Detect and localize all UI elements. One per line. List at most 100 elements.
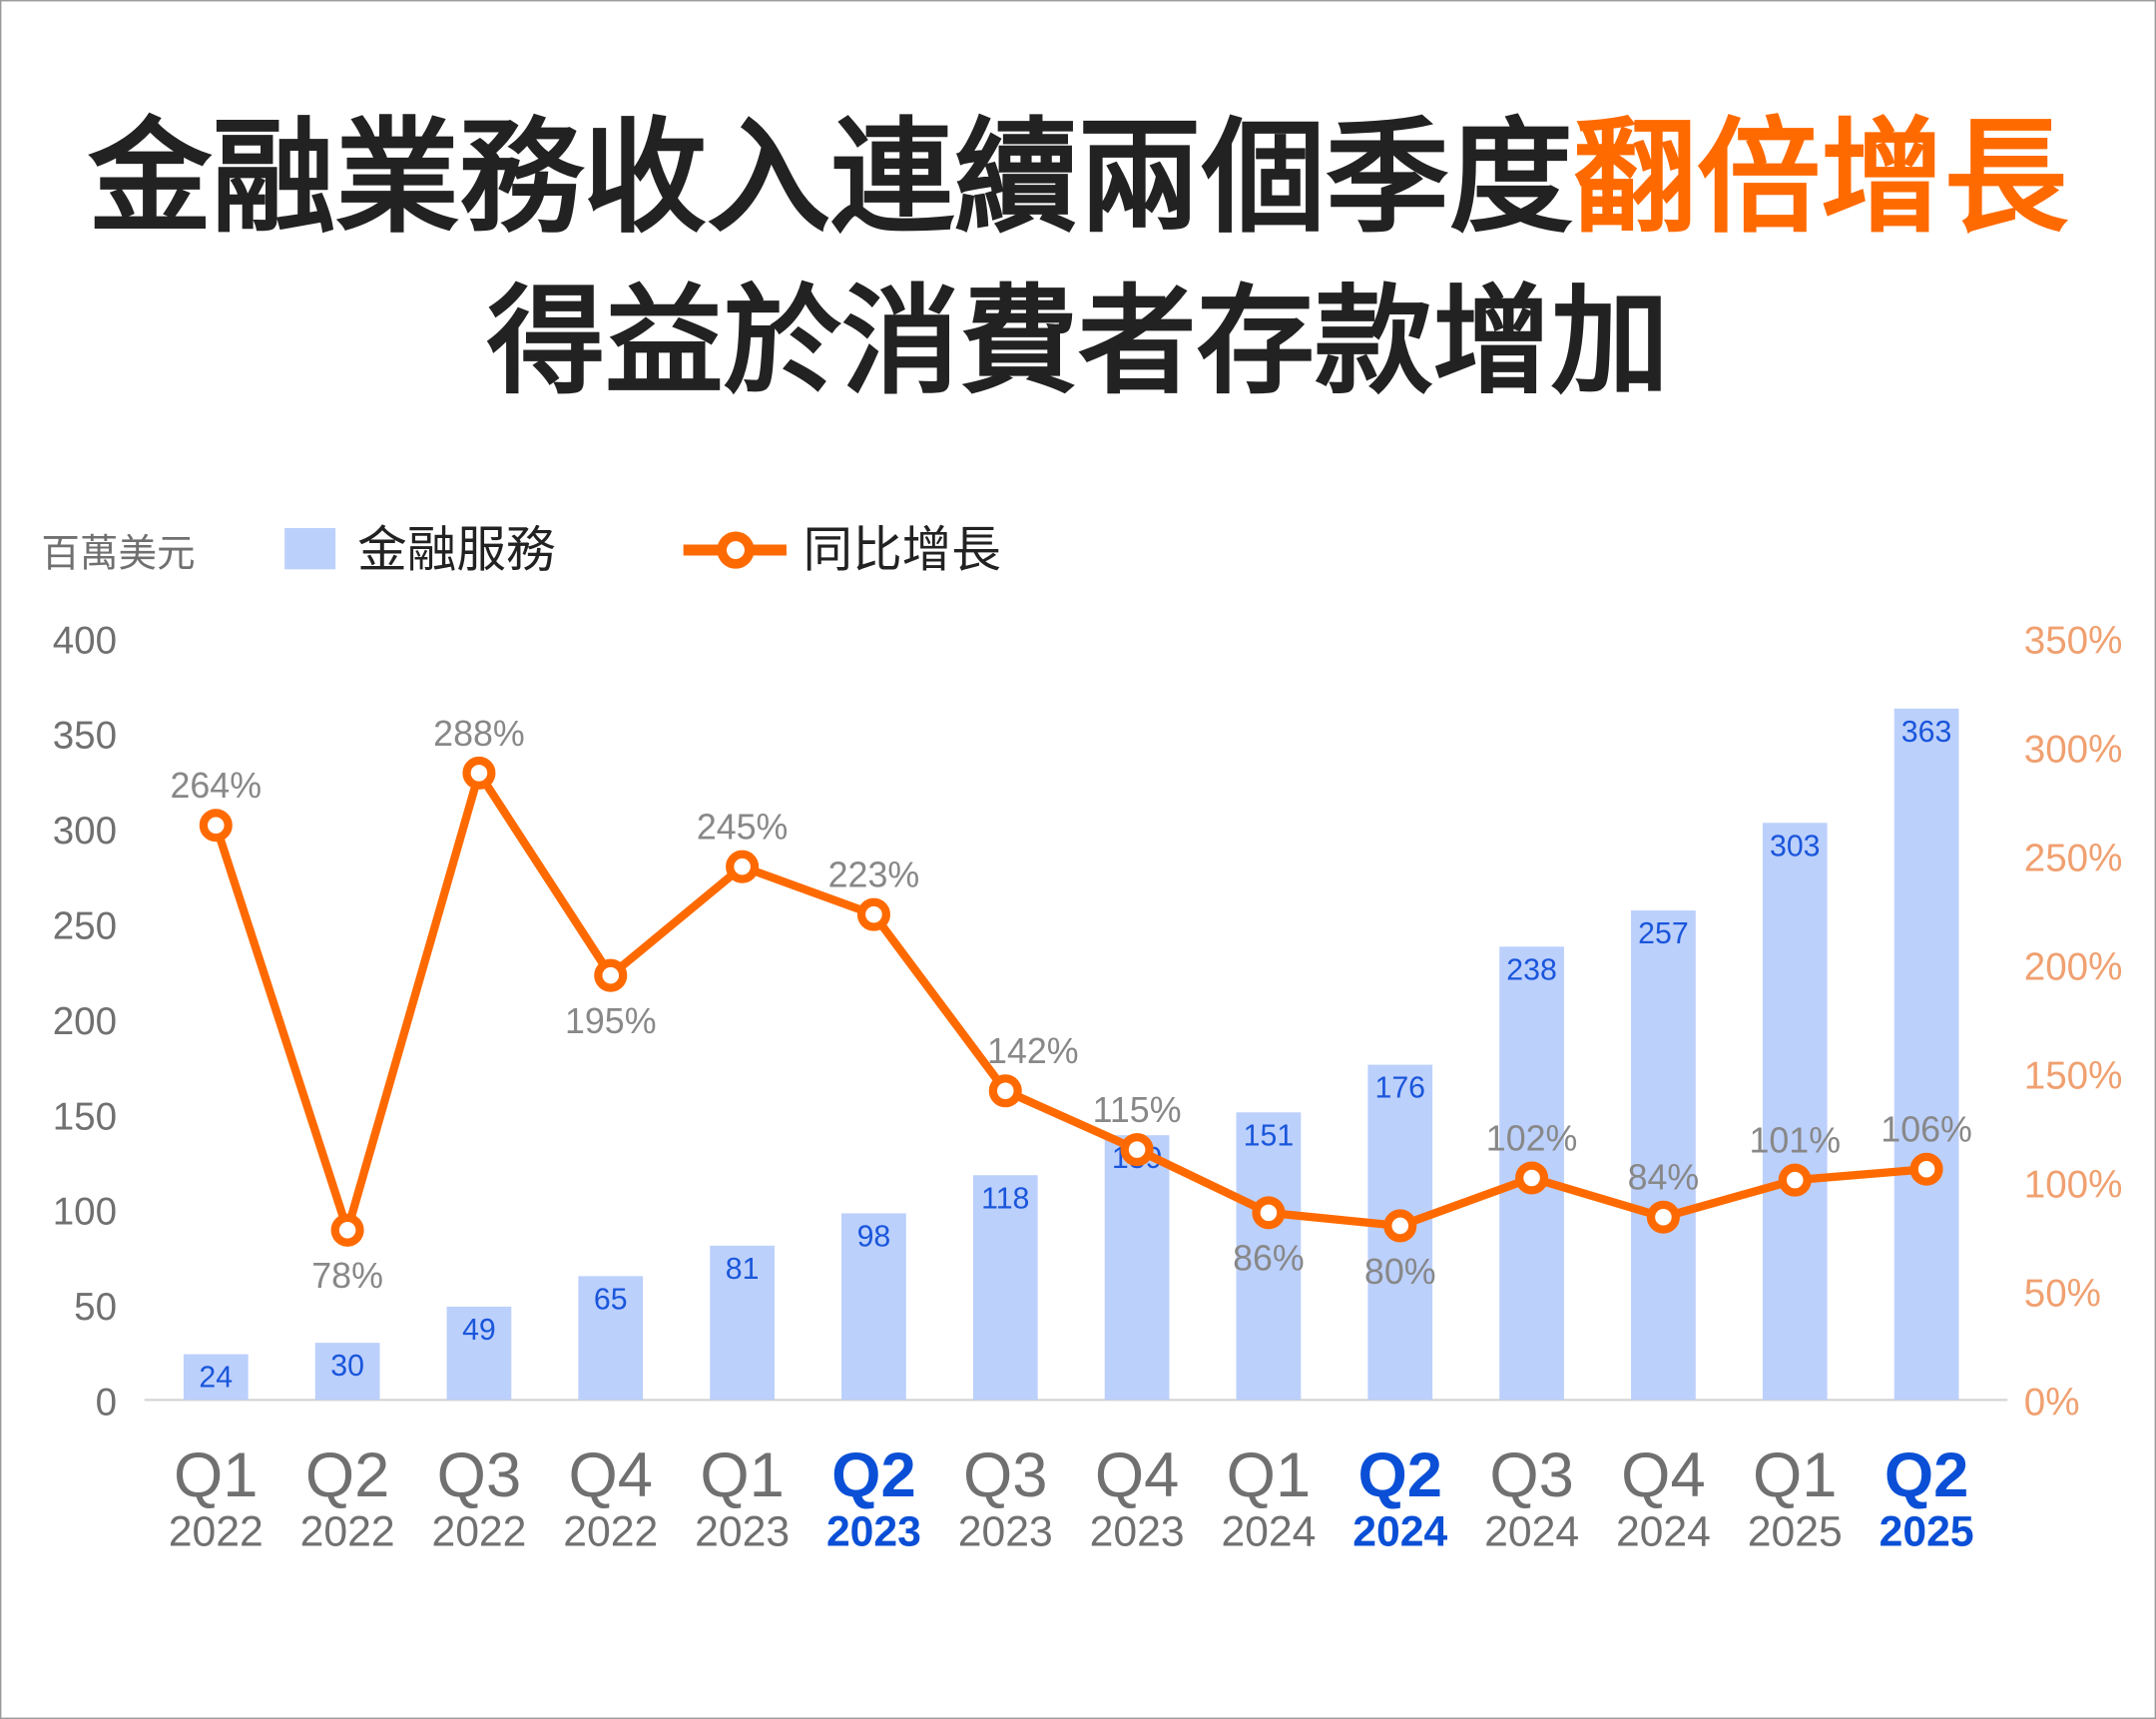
chart-title-line1: 金融業務收入連續兩個季度翻倍增長 [87,109,2069,247]
left-axis-tick: 0 [96,1382,117,1425]
x-axis-quarter-label: Q1 [700,1440,785,1510]
growth-value-label: 264% [170,766,262,806]
bar-value-label: 151 [1244,1119,1295,1152]
growth-value-label: 223% [828,856,920,895]
bar [314,1343,380,1401]
x-axis-year-label: 2022 [300,1507,395,1555]
growth-line [212,769,1927,1235]
growth-value-label: 101% [1749,1121,1841,1161]
growth-value-label: 78% [311,1256,383,1296]
right-axis-tick: 350% [2024,619,2123,662]
growth-point [1252,1196,1286,1230]
growth-point [199,809,233,843]
left-axis-tick: 350 [53,715,117,758]
x-axis-quarter-label: Q3 [437,1440,522,1510]
growth-point [462,756,496,790]
left-axis-tick: 100 [53,1191,117,1234]
bar [1236,1112,1302,1401]
x-axis-quarter-label: Q2 [305,1440,390,1510]
bar [183,1354,249,1401]
x-axis-year-label: 2023 [826,1507,921,1555]
growth-value-label: 195% [565,1001,657,1041]
left-axis-tick: 200 [53,1000,117,1043]
chart-title-line2: 得益於消費者存款增加 [487,277,1670,408]
x-axis-year-label: 2023 [695,1507,790,1555]
x-axis-quarter-label: Q3 [963,1440,1048,1510]
x-axis-quarter-label: Q4 [1095,1440,1180,1510]
x-axis-quarter-label: Q4 [569,1440,654,1510]
bar-value-label: 176 [1374,1072,1425,1105]
x-axis-quarter-label: Q2 [1357,1440,1442,1510]
bar [972,1175,1038,1401]
right-axis-tick: 300% [2024,728,2123,771]
right-axis-tick: 50% [2024,1273,2101,1316]
x-axis-year-label: 2025 [1880,1507,1974,1555]
growth-value-label: 115% [1093,1090,1182,1130]
legend-bar-swatch [284,528,336,570]
growth-point [726,850,760,883]
bar-value-label: 30 [330,1350,364,1383]
growth-value-label: 245% [697,808,789,848]
bar-value-label: 303 [1770,830,1821,862]
legend-line-marker [717,531,755,569]
growth-point [856,897,890,931]
x-axis-quarter-label: Q2 [1885,1440,1969,1510]
growth-point [594,958,628,992]
unit-label: 百萬美元 [41,533,195,576]
left-axis-tick: 150 [53,1095,117,1138]
right-axis-tick: 100% [2024,1163,2123,1206]
growth-point [1646,1200,1680,1234]
growth-point [330,1213,364,1247]
x-axis-year-label: 2024 [1616,1507,1711,1555]
right-axis-tick: 250% [2024,837,2123,879]
growth-point [1909,1152,1943,1186]
bar [578,1276,644,1401]
bar [841,1213,906,1401]
x-axis-year-label: 2022 [169,1507,264,1555]
x-axis-year-label: 2022 [431,1507,526,1555]
bar-value-label: 118 [981,1182,1029,1215]
growth-value-label: 86% [1233,1239,1305,1279]
x-axis-year-label: 2022 [563,1507,658,1555]
growth-point [1515,1161,1549,1195]
left-axis-tick: 300 [53,810,117,853]
x-axis-year-label: 2023 [958,1507,1053,1555]
growth-value-label: 84% [1628,1158,1700,1198]
right-axis-tick: 150% [2024,1054,2123,1097]
right-axis-tick: 200% [2024,945,2123,988]
bar [446,1306,512,1401]
growth-value-label: 80% [1364,1252,1436,1292]
x-axis-year-label: 2025 [1748,1507,1843,1555]
growth-point [988,1074,1022,1108]
bar [1762,823,1828,1401]
left-axis-tick: 400 [53,619,117,662]
x-axis-quarter-label: Q4 [1621,1440,1706,1510]
growth-point [1120,1133,1154,1167]
x-axis-year-label: 2024 [1352,1507,1447,1555]
bar [1631,910,1696,1401]
bar [710,1245,775,1401]
plot-area: 0 50 100 150 200 250 300 350 400 0% 50% 100% 150% 200… [53,619,2123,1555]
bar-value-label: 257 [1638,917,1689,950]
bar-value-label: 65 [594,1283,628,1316]
right-axis-tick: 0% [2024,1382,2080,1425]
x-axis-quarter-label: Q2 [831,1440,916,1510]
x-axis-year-label: 2023 [1090,1507,1185,1555]
growth-value-label: 102% [1486,1118,1578,1158]
bar-value-label: 49 [462,1314,496,1347]
legend-line-label: 同比增長 [803,522,1000,578]
bar-value-label: 238 [1506,953,1557,986]
bar-value-label: 363 [1901,716,1952,749]
x-axis-quarter-label: Q1 [1753,1440,1838,1510]
legend-bar-label: 金融服務 [357,522,555,578]
growth-point [1383,1209,1417,1243]
bar [1104,1135,1170,1401]
left-axis-tick: 50 [74,1286,117,1329]
x-axis-year-label: 2024 [1221,1507,1316,1555]
bar-value-label: 81 [726,1253,760,1286]
growth-value-label: 288% [433,714,525,754]
x-axis-quarter-label: Q3 [1489,1440,1574,1510]
bar [1893,708,1959,1401]
x-axis-quarter-label: Q1 [174,1440,259,1510]
